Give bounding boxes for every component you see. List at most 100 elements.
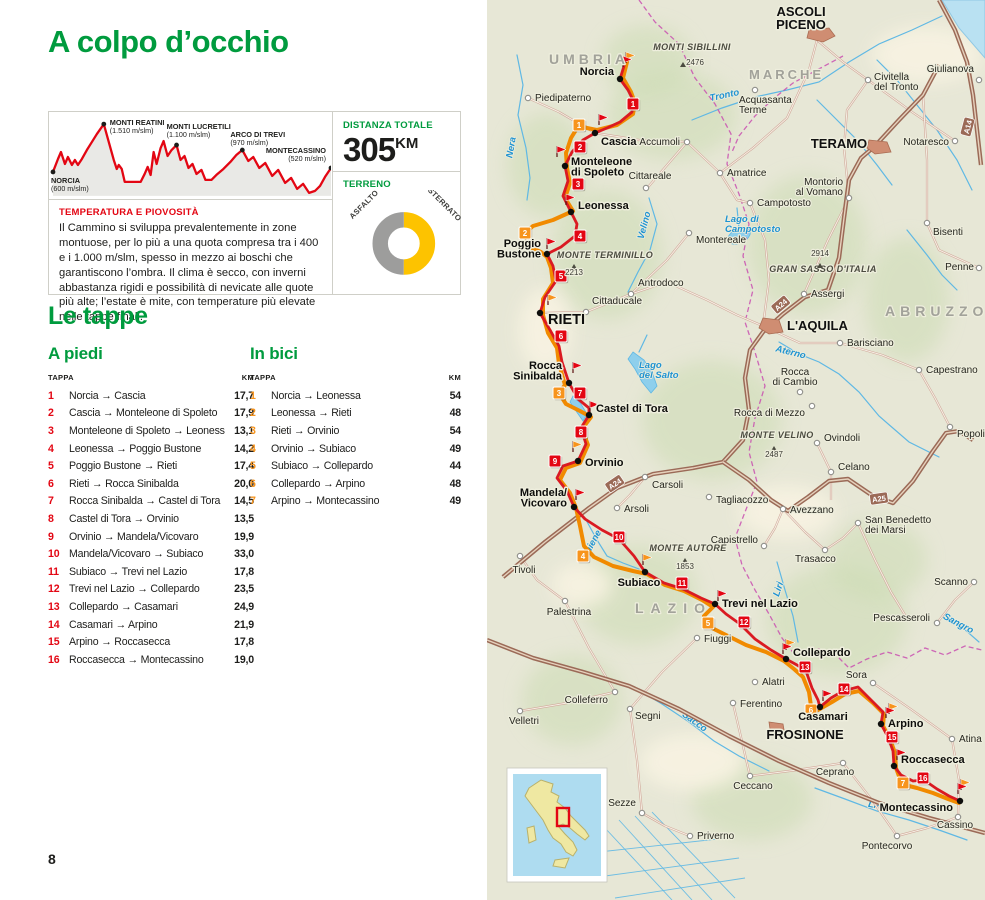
svg-text:Penne: Penne <box>945 262 974 273</box>
svg-text:Norcia: Norcia <box>580 66 615 78</box>
stage-km: 24,9 <box>234 600 254 613</box>
svg-text:Cittareale: Cittareale <box>629 171 672 182</box>
stage-route: Collepardo → Casamari <box>69 600 178 613</box>
stage-number: 14 <box>48 618 60 631</box>
svg-text:Bisenti: Bisenti <box>933 227 963 238</box>
walk-row: 5 Poggio Bustone → Rieti 17,4 <box>48 457 254 475</box>
svg-text:7: 7 <box>901 779 906 788</box>
svg-text:LAZIO: LAZIO <box>635 600 712 616</box>
svg-text:3: 3 <box>557 389 562 398</box>
stage-number: 7 <box>250 495 256 508</box>
svg-text:FROSINONE: FROSINONE <box>766 727 844 742</box>
walk-row: 9 Orvinio → Mandela/Vicovaro 19,9 <box>48 528 254 546</box>
svg-text:MONTI LUCRETILI: MONTI LUCRETILI <box>167 122 231 131</box>
walk-row: 14 Casamari → Arpino 21,9 <box>48 616 254 634</box>
stage-route: Subiaco → Trevi nel Lazio <box>69 565 188 578</box>
svg-text:(1.510 m/slm): (1.510 m/slm) <box>110 127 154 135</box>
stage-km: 49 <box>449 442 462 455</box>
map-towns: Piedipaterno Accumoli Cittareale Amatrice Ac… <box>508 63 985 853</box>
stage-route: Poggio Bustone → Rieti <box>69 460 178 473</box>
stage-route: Rocca Sinibalda → Castel di Tora <box>69 495 221 508</box>
svg-text:Trevi nel Lazio: Trevi nel Lazio <box>722 598 798 610</box>
svg-text:Giulianova: Giulianova <box>927 64 975 75</box>
stage-number: 6 <box>48 477 54 490</box>
svg-text:Lago di: Lago di <box>725 214 759 225</box>
walking-heading: A piedi <box>48 344 103 363</box>
svg-text:Montorio: Montorio <box>804 177 843 188</box>
svg-text:Carsoli: Carsoli <box>652 480 683 491</box>
svg-text:Leonessa: Leonessa <box>578 200 630 212</box>
svg-text:Poggio: Poggio <box>504 238 542 250</box>
svg-text:9: 9 <box>553 457 558 466</box>
svg-text:Ferentino: Ferentino <box>740 699 783 710</box>
highway-label: A25 <box>869 491 889 506</box>
svg-text:Popoli: Popoli <box>957 429 985 440</box>
stage-km: 14,2 <box>234 442 254 455</box>
stage-route: Subiaco → Collepardo <box>271 460 373 473</box>
svg-text:Arpino: Arpino <box>888 718 924 730</box>
map-canals <box>598 811 746 900</box>
svg-text:Civitella: Civitella <box>874 72 909 83</box>
svg-text:11: 11 <box>678 579 687 588</box>
svg-text:PICENO: PICENO <box>776 17 826 32</box>
overview-infobox: NORCIA (600 m/slm) MONTI REATINI (1.510 m/s… <box>48 111 463 323</box>
svg-text:2476: 2476 <box>686 58 704 67</box>
cycling-stages-list: In bici TAPPA KM 1 Norcia → Leonessa 54 2 Le… <box>250 344 461 510</box>
svg-text:15: 15 <box>888 733 897 742</box>
svg-text:Subiaco: Subiaco <box>618 577 661 589</box>
bike-row: 4 Orvinio → Subiaco 49 <box>250 440 461 458</box>
stage-route: Leonessa → Poggio Bustone <box>69 442 202 455</box>
svg-text:San Benedetto: San Benedetto <box>865 515 932 526</box>
climate-heading: TEMPERATURA E PIOVOSITÀ <box>59 207 199 218</box>
svg-text:ABRUZZO: ABRUZZO <box>885 303 985 319</box>
adriatic-sea <box>941 0 985 59</box>
walk-row: 3 Monteleone di Spoleto → Leonessa 13,1 <box>48 422 254 440</box>
svg-text:Pontecorvo: Pontecorvo <box>862 841 913 852</box>
svg-text:Cascia: Cascia <box>601 136 637 148</box>
page-title: A colpo d’occhio <box>48 24 289 59</box>
map-stage-flags <box>546 51 971 794</box>
svg-text:MONTE TERMINILLO: MONTE TERMINILLO <box>557 250 653 260</box>
stage-km: 44 <box>449 460 462 473</box>
stage-km: 23,5 <box>234 583 254 596</box>
stage-km: 13,5 <box>234 512 254 525</box>
svg-text:MONTECASSINO: MONTECASSINO <box>266 146 326 155</box>
svg-text:8: 8 <box>579 428 584 437</box>
svg-text:Celano: Celano <box>838 462 870 473</box>
svg-text:Monteleone: Monteleone <box>571 156 632 168</box>
walking-table-header: TAPPA KM <box>48 373 254 382</box>
svg-text:Cassino: Cassino <box>937 820 974 831</box>
highway-label: A14 <box>959 116 976 137</box>
svg-text:(520 m/slm): (520 m/slm) <box>288 155 326 163</box>
stage-route: Casamari → Arpino <box>69 618 158 631</box>
walk-route-line <box>538 64 962 803</box>
stage-km: 48 <box>449 477 462 490</box>
stage-number: 3 <box>250 424 256 437</box>
svg-text:Bustone: Bustone <box>497 249 541 261</box>
walk-row: 1 Norcia → Cascia 17,7 <box>48 387 254 405</box>
climate-text: Il Cammino si sviluppa prevalentemente i… <box>59 222 319 324</box>
stage-number: 5 <box>250 460 256 473</box>
svg-text:10: 10 <box>615 533 624 542</box>
svg-text:2487: 2487 <box>765 450 783 459</box>
stage-route: Orvinio → Mandela/Vicovaro <box>69 530 199 543</box>
svg-text:ASFALTO: ASFALTO <box>348 190 381 221</box>
stage-km: 17,8 <box>234 565 254 578</box>
svg-text:Avezzano: Avezzano <box>790 505 834 516</box>
svg-text:Notaresco: Notaresco <box>903 137 949 148</box>
stage-number: 3 <box>48 424 54 437</box>
svg-text:Sinibalda: Sinibalda <box>513 371 563 383</box>
svg-text:Rocca: Rocca <box>529 360 563 372</box>
svg-text:Mandela/: Mandela/ <box>520 487 567 499</box>
terrain-section: TERRENO STERRATO ASFALTO <box>333 172 463 291</box>
bike-row: 1 Norcia → Leonessa 54 <box>250 387 461 405</box>
svg-text:Piedipaterno: Piedipaterno <box>535 93 592 104</box>
svg-text:(970 m/slm): (970 m/slm) <box>230 139 268 147</box>
stage-km: 21,9 <box>234 618 254 631</box>
svg-text:Tivoli: Tivoli <box>513 565 536 576</box>
svg-text:RIETI: RIETI <box>548 312 585 328</box>
svg-text:4: 4 <box>581 552 586 561</box>
